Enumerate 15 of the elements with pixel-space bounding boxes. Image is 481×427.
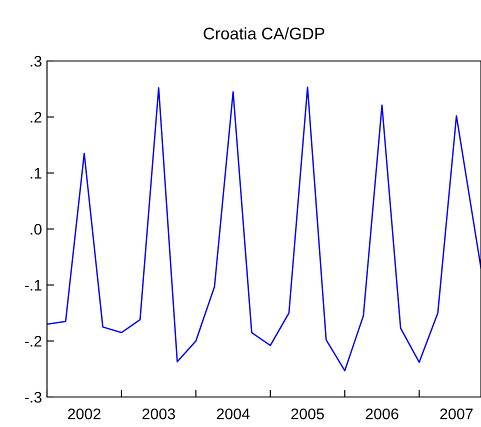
- x-tick-label: 2007: [440, 408, 473, 420]
- y-tick-label: -.3: [24, 392, 42, 403]
- x-tick-label: 2005: [291, 408, 324, 420]
- chart-title: Croatia CA/GDP: [204, 27, 324, 40]
- y-tick-label: .3: [30, 56, 42, 67]
- line-series: [47, 86, 481, 372]
- y-tick-label: .2: [30, 112, 42, 123]
- y-tick-label: -.1: [24, 280, 42, 291]
- x-tick-label: 2006: [366, 408, 398, 420]
- y-tick-label: .1: [30, 168, 42, 179]
- y-tick-label: -.2: [24, 336, 42, 347]
- x-tick-label: 2003: [142, 408, 175, 420]
- y-tick-label: .0: [30, 224, 42, 235]
- x-tick-label: 2004: [216, 408, 250, 420]
- x-tick-label: 2002: [68, 408, 100, 420]
